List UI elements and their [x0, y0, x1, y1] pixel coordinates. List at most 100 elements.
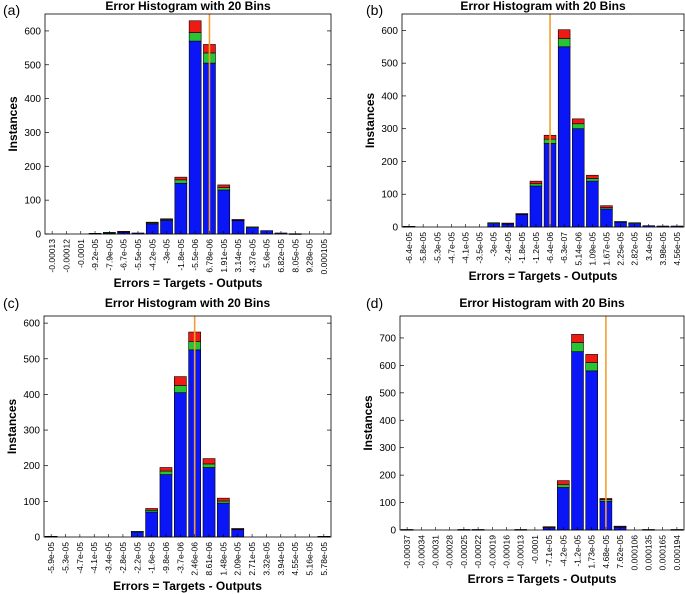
chart-title: Error Histogram with 20 Bins — [105, 0, 271, 13]
bar-training — [159, 474, 173, 538]
y-tick-label: 300 — [23, 426, 40, 437]
x-tick-label: 8.61e-06 — [204, 542, 214, 576]
x-tick-label: 5.16e-05 — [304, 542, 314, 576]
x-tick-label: 5.6e-05 — [262, 239, 272, 268]
bar-training — [202, 467, 216, 538]
x-tick-label: -1.2e-05 — [573, 535, 583, 567]
bar-test — [159, 467, 173, 472]
x-tick-label: -5.3e-05 — [61, 542, 71, 574]
y-tick-label: 200 — [379, 471, 396, 482]
x-tick-label: -3e-05 — [489, 232, 499, 257]
x-tick-label: 4.37e-05 — [247, 239, 257, 273]
x-tick-label: 2.09e-05 — [233, 542, 243, 576]
x-axis-label: Errors = Targets - Outputs — [114, 276, 263, 290]
bar-test — [557, 480, 570, 486]
x-tick-label: -3e-05 — [162, 239, 172, 264]
x-tick-label: -0.0001 — [76, 239, 86, 268]
bar-test — [586, 174, 599, 179]
bar-test — [202, 458, 216, 465]
bar-test — [600, 205, 613, 208]
x-tick-label: -6.7e-05 — [119, 239, 129, 271]
panel-label: (a) — [3, 2, 20, 18]
bar-validation — [571, 342, 584, 352]
bar-test — [557, 29, 571, 39]
x-tick-label: -2.4e-05 — [503, 232, 513, 264]
bar-validation — [487, 222, 500, 224]
bar-test — [188, 20, 202, 33]
y-tick-label: 300 — [379, 443, 396, 454]
x-tick-label: 0.000165 — [658, 535, 668, 571]
bar-test — [585, 354, 598, 363]
bar-test — [217, 497, 230, 502]
bar-training — [529, 185, 543, 228]
x-tick-label: -4.1e-05 — [89, 542, 99, 574]
bar-test — [571, 334, 584, 343]
y-tick-label: 500 — [381, 59, 398, 70]
histogram-panel-a: (a) Error Histogram with 20 Bins 0 100 200 30… — [3, 0, 332, 290]
y-axis-label: Instances — [5, 398, 19, 454]
x-tick-label: -4.1e-05 — [460, 232, 470, 264]
bar-validation — [585, 362, 598, 372]
x-tick-label: -1.2e-05 — [531, 232, 541, 264]
x-tick-label: -3.4e-05 — [104, 542, 114, 574]
x-tick-label: -6.4e-05 — [404, 232, 414, 264]
x-tick-label: -0.00037 — [402, 535, 412, 569]
y-tick-label: 700 — [379, 333, 396, 344]
bar-validation — [557, 38, 571, 48]
chart-title: Error Histogram with 20 Bins — [105, 296, 271, 310]
chart-title: Error Histogram with 20 Bins — [460, 0, 626, 13]
y-axis-label: Instances — [361, 395, 375, 451]
bar-test — [515, 213, 529, 215]
x-tick-label: 2.82e-05 — [630, 232, 640, 266]
x-tick-label: 6.82e-05 — [276, 239, 286, 273]
x-tick-label: -5.5e-06 — [190, 239, 200, 271]
y-axis-label: Instances — [6, 96, 20, 152]
bar-validation — [159, 470, 173, 475]
x-tick-label: 7.62e-05 — [615, 535, 625, 569]
y-axis-label: Instances — [363, 92, 377, 148]
y-tick-label: 500 — [379, 388, 396, 399]
x-tick-label: -0.0001 — [530, 535, 540, 564]
bar-test — [145, 508, 158, 511]
bar-test — [217, 184, 231, 188]
x-tick-label: -0.00012 — [61, 239, 71, 273]
x-tick-label: 9.28e-05 — [305, 239, 315, 273]
y-tick-label: 500 — [24, 60, 41, 71]
x-tick-label: -4.2e-05 — [147, 239, 157, 271]
x-tick-label: 8.05e-05 — [290, 239, 300, 273]
x-tick-label: 6.78e-06 — [204, 239, 214, 273]
panel-label: (b) — [366, 2, 383, 18]
bar-validation — [529, 183, 543, 187]
y-tick-label: 400 — [379, 416, 396, 427]
x-tick-label: 5.78e-05 — [319, 542, 329, 576]
x-tick-label: 3.14e-05 — [233, 239, 243, 273]
x-tick-label: -6.4e-06 — [545, 232, 555, 264]
x-tick-label: 3.98e-05 — [658, 232, 668, 266]
x-tick-label: -2.8e-05 — [118, 542, 128, 574]
x-tick-label: -0.00019 — [487, 535, 497, 569]
y-tick-label: 100 — [24, 196, 41, 207]
bar-validation — [202, 463, 216, 468]
x-tick-label: -4.2e-05 — [558, 535, 568, 567]
y-tick-label: 400 — [23, 390, 40, 401]
bar-test — [613, 525, 627, 528]
y-tick-label: 500 — [23, 354, 40, 365]
x-tick-label: 0.000105 — [319, 239, 329, 275]
x-tick-label: -3.7e-06 — [175, 542, 185, 574]
y-tick-label: 0 — [390, 526, 396, 537]
x-tick-label: 0.000106 — [629, 535, 639, 571]
bar-training — [188, 40, 202, 235]
x-tick-label: 5.14e-06 — [573, 232, 583, 266]
axes-frame — [401, 13, 685, 228]
y-tick-label: 200 — [24, 162, 41, 173]
bar-validation — [130, 530, 144, 533]
bar-validation — [217, 500, 230, 504]
histogram-panel-b: (b) Error Histogram with 20 Bins 0 100 200 30… — [363, 0, 685, 283]
y-tick-label: 0 — [35, 230, 41, 241]
x-tick-label: 3.94e-05 — [276, 542, 286, 576]
bar-training — [557, 487, 570, 531]
bar-test — [501, 222, 514, 225]
y-tick-label: 400 — [24, 94, 41, 105]
x-tick-label: 3.4e-05 — [644, 232, 654, 261]
